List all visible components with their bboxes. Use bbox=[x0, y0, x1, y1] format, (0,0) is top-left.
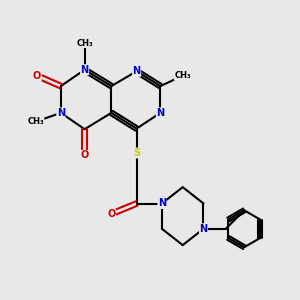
Text: N: N bbox=[156, 108, 164, 118]
Text: N: N bbox=[133, 66, 141, 76]
Text: N: N bbox=[80, 65, 89, 75]
Text: N: N bbox=[158, 199, 166, 208]
Text: O: O bbox=[107, 209, 116, 219]
Text: S: S bbox=[133, 148, 140, 158]
Text: O: O bbox=[33, 71, 41, 81]
Text: N: N bbox=[200, 224, 208, 234]
Text: CH₃: CH₃ bbox=[27, 117, 44, 126]
Text: N: N bbox=[57, 108, 65, 118]
Text: CH₃: CH₃ bbox=[76, 38, 93, 47]
Text: CH₃: CH₃ bbox=[174, 71, 191, 80]
Text: O: O bbox=[80, 150, 89, 160]
